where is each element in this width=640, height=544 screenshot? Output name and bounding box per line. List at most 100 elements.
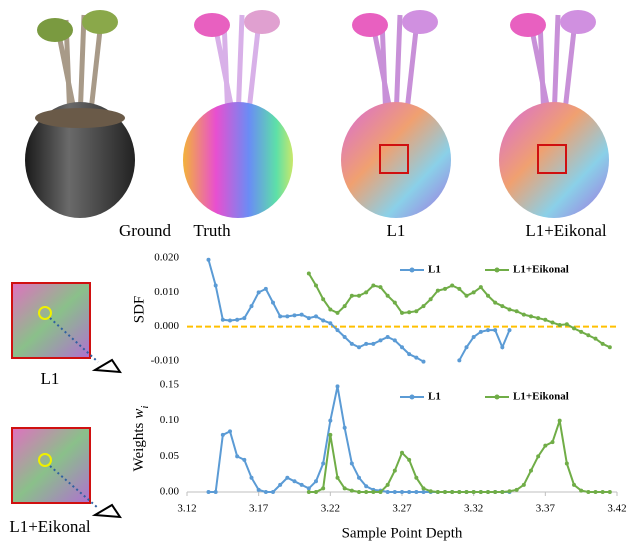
data-point xyxy=(422,304,426,308)
data-point xyxy=(543,318,547,322)
data-point xyxy=(572,483,576,487)
data-point xyxy=(522,483,526,487)
data-point xyxy=(207,258,211,262)
plant-normals xyxy=(183,10,293,218)
data-point xyxy=(479,285,483,289)
data-point xyxy=(207,490,211,494)
data-point xyxy=(271,490,275,494)
data-point xyxy=(221,318,225,322)
data-point xyxy=(379,490,383,494)
data-point xyxy=(407,490,411,494)
data-point xyxy=(307,490,311,494)
y-label-symbol: w xyxy=(131,409,147,419)
data-point xyxy=(414,356,418,360)
data-point xyxy=(321,461,325,465)
data-point xyxy=(357,476,361,480)
data-point xyxy=(508,328,512,332)
data-point xyxy=(393,301,397,305)
data-point xyxy=(414,490,418,494)
data-point xyxy=(450,490,454,494)
data-point xyxy=(228,318,232,322)
data-point xyxy=(551,440,555,444)
data-point xyxy=(436,490,440,494)
data-point xyxy=(486,294,490,298)
data-point xyxy=(594,337,598,341)
data-point xyxy=(586,333,590,337)
data-point xyxy=(393,338,397,342)
data-point xyxy=(336,311,340,315)
data-point xyxy=(393,469,397,473)
data-point xyxy=(393,490,397,494)
data-point xyxy=(357,294,361,298)
data-point xyxy=(472,490,476,494)
data-point xyxy=(278,483,282,487)
data-point xyxy=(264,287,268,291)
y-tick-label: 0.000 xyxy=(154,320,179,332)
data-point xyxy=(536,454,540,458)
data-point xyxy=(536,316,540,320)
x-tick-label: 3.17 xyxy=(249,503,269,515)
data-point xyxy=(472,335,476,339)
data-point xyxy=(343,304,347,308)
data-point xyxy=(493,490,497,494)
data-point xyxy=(594,490,598,494)
legend-label: L1+Eikonal xyxy=(513,264,569,276)
x-tick-label: 3.27 xyxy=(392,503,412,515)
figure: Ground Truth L1 L1+Eikonal L1 L1+Eikonal… xyxy=(0,0,640,544)
data-point xyxy=(328,308,332,312)
y-tick-label: 0.15 xyxy=(160,379,180,391)
data-point xyxy=(336,476,340,480)
data-point xyxy=(608,490,612,494)
data-point xyxy=(328,419,332,423)
data-point xyxy=(364,290,368,294)
legend-marker xyxy=(410,395,415,400)
data-point xyxy=(242,458,246,462)
data-point xyxy=(285,476,289,480)
data-point xyxy=(379,285,383,289)
data-point xyxy=(307,316,311,320)
data-point xyxy=(285,314,289,318)
data-point xyxy=(214,490,218,494)
y-tick-label: 0.00 xyxy=(160,486,180,498)
data-point xyxy=(328,321,332,325)
data-point xyxy=(508,308,512,312)
data-point xyxy=(235,454,239,458)
data-point xyxy=(457,287,461,291)
legend-label: L1 xyxy=(428,264,441,276)
data-point xyxy=(357,490,361,494)
data-point xyxy=(321,318,325,322)
data-point xyxy=(364,490,368,494)
data-point xyxy=(436,289,440,293)
data-point xyxy=(579,330,583,334)
data-point xyxy=(493,328,497,332)
data-point xyxy=(407,310,411,314)
data-point xyxy=(293,313,297,317)
data-point xyxy=(371,342,375,346)
data-point xyxy=(350,489,354,493)
data-point xyxy=(522,313,526,317)
data-point xyxy=(422,490,426,494)
y-tick-label: 0.020 xyxy=(154,252,179,264)
data-point xyxy=(486,328,490,332)
x-axis-label: Sample Point Depth xyxy=(342,525,463,541)
plant-l1-eikonal xyxy=(499,10,609,218)
data-point xyxy=(328,433,332,437)
data-point xyxy=(314,283,318,287)
y-tick-label: 0.05 xyxy=(160,450,180,462)
data-point xyxy=(407,458,411,462)
data-point xyxy=(565,461,569,465)
y-label-text: Weights xyxy=(131,422,147,471)
data-point xyxy=(429,297,433,301)
data-point xyxy=(228,429,232,433)
data-point xyxy=(508,489,512,493)
data-point xyxy=(479,490,483,494)
x-tick-label: 3.12 xyxy=(177,503,196,515)
data-point xyxy=(543,444,547,448)
data-point xyxy=(242,316,246,320)
data-point xyxy=(443,490,447,494)
y-tick-label: 0.010 xyxy=(154,286,179,298)
data-point xyxy=(515,488,519,492)
data-point xyxy=(278,314,282,318)
data-point xyxy=(386,490,390,494)
data-point xyxy=(214,283,218,287)
